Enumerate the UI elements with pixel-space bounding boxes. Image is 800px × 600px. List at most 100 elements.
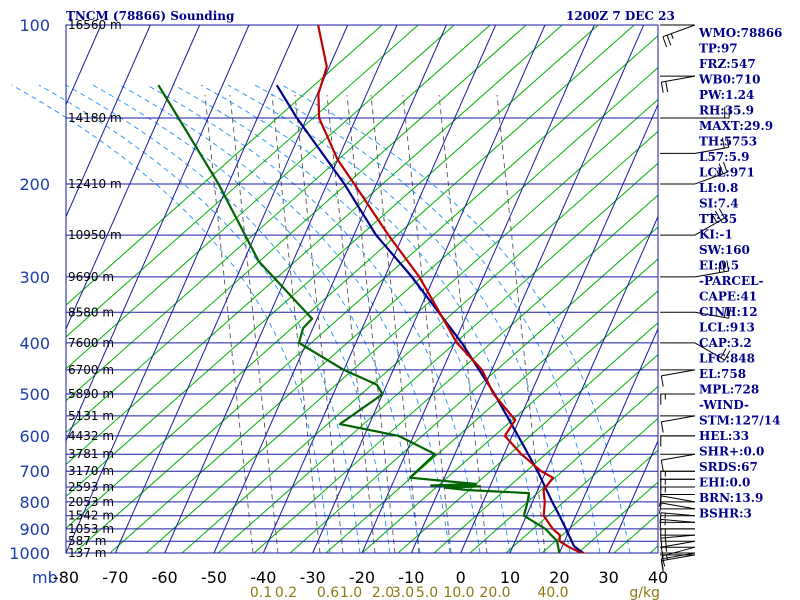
isotherm-line: [65, 24, 151, 217]
wind-barb-staff: [661, 495, 696, 503]
wind-barb-flag: [665, 81, 669, 93]
wind-barb: [660, 107, 730, 119]
dry-adiabat-line: [469, 386, 659, 554]
wind-barb-flag: [660, 558, 664, 570]
pressure-tick-label: 800: [19, 493, 50, 512]
wind-barb-staff: [661, 369, 696, 377]
mixing-ratio-line: [229, 94, 279, 554]
wind-barb: [660, 470, 695, 483]
isotherm-line: [410, 24, 645, 554]
wind-barb-flag: [721, 137, 725, 149]
wind-barb-flag: [659, 519, 662, 531]
isotherm-line: [361, 24, 595, 554]
mixing-ratio-line: [438, 94, 488, 554]
temperature-tick-label: 0: [456, 568, 466, 587]
mixing-ratio-label: 0.2: [275, 585, 297, 600]
pressure-tick-label: 1000: [9, 544, 50, 563]
wind-barb: [660, 208, 726, 236]
mixing-ratio-line: [271, 94, 321, 554]
wind-barb-staff: [661, 502, 696, 510]
dry-adiabat-line: [65, 24, 491, 402]
mixing-ratio-label: 0.1: [250, 585, 272, 600]
wind-barb-flag: [660, 421, 664, 433]
temperature-tick-label: -80: [53, 568, 79, 587]
wind-barb-flag: [660, 460, 664, 471]
dry-adiabats: [65, 24, 659, 554]
wind-barb-staff: [661, 554, 696, 562]
wind-barb-flag: [666, 34, 672, 46]
index-entry: CAPE:41: [699, 290, 757, 304]
dry-adiabat-line: [65, 24, 455, 370]
index-entry: BRN:13.9: [699, 491, 763, 505]
wind-barb: [660, 161, 728, 185]
pressure-tick-label: 600: [19, 427, 50, 446]
index-entry: PW:1.24: [699, 88, 754, 102]
dry-adiabat-line: [65, 24, 527, 433]
dry-adiabat-line: [613, 513, 659, 554]
wind-barb-flag: [726, 136, 730, 148]
wind-barb-flag: [662, 36, 668, 48]
wind-barb: [660, 453, 696, 471]
height-label: 137 m: [68, 546, 106, 560]
isotherm-line: [262, 24, 497, 554]
index-entry: LI:0.8: [699, 181, 738, 195]
wind-barb: [660, 534, 696, 549]
dry-adiabat-line: [649, 545, 659, 554]
pressure-unit-label: mb: [32, 568, 58, 587]
index-entry: TT:35: [699, 212, 737, 226]
mixing-ratio-unit: g/kg: [629, 585, 660, 600]
height-label: 12410 m: [68, 177, 122, 191]
mixing-ratio-line: [204, 94, 254, 554]
dry-adiabat-line: [65, 24, 563, 465]
wind-barb: [660, 369, 696, 387]
pressure-tick-label: 900: [19, 520, 50, 539]
index-entry: BSHR:3: [699, 507, 752, 521]
temperature-tick-label: -30: [300, 568, 326, 587]
wind-barb-flag: [722, 161, 728, 173]
index-entry: LCL:971: [699, 166, 755, 180]
wind-barb-flag: [718, 208, 726, 219]
mixing-ratio-line: [402, 94, 452, 554]
wind-barb-flag: [660, 82, 664, 93]
isotherm-line: [213, 24, 447, 554]
height-label: 587 m: [68, 534, 106, 548]
isotherm-line: [164, 24, 398, 554]
wind-barb-flag: [665, 554, 669, 561]
wind-barb-staff: [661, 453, 696, 461]
mixing-ratio-line: [294, 94, 344, 554]
wind-barb: [660, 435, 695, 447]
valid-time: 1200Z 7 DEC 23: [566, 9, 675, 23]
mixing-ratio-line: [326, 94, 376, 554]
index-entry: LCL:913: [699, 321, 755, 335]
index-entry: TP:97: [699, 42, 738, 56]
index-entry: TH:5753: [699, 135, 757, 149]
moist-adiabat-line: [227, 84, 571, 554]
wind-barb: [660, 486, 695, 498]
index-entry: L57:5.9: [699, 150, 749, 164]
pressure-tick-label: 100: [19, 16, 50, 35]
wind-barb-flag: [724, 350, 731, 361]
height-label: 1053 m: [68, 522, 114, 536]
dry-adiabat-line: [65, 24, 419, 338]
moist-adiabat-line: [119, 84, 451, 554]
wind-barb-staff: [694, 311, 729, 319]
sounding-profiles: [157, 25, 588, 553]
temperature-tick-label: 40: [648, 568, 668, 587]
wind-barb-staff: [694, 270, 729, 278]
wind-barb: [660, 75, 696, 93]
temperature-tick-label: -40: [250, 568, 276, 587]
dry-adiabat-line: [181, 131, 659, 554]
index-entry: WMO:78866: [698, 26, 782, 40]
index-entry: EHI:0.0: [699, 476, 750, 490]
dry-adiabat-line: [325, 258, 659, 554]
height-label: 14180 m: [68, 111, 122, 125]
mixing-ratio-label: 2.0: [372, 585, 394, 600]
dewpoint-profile-line: [157, 84, 561, 553]
wind-barb-staff: [660, 512, 696, 517]
moist-adiabat-line: [200, 84, 541, 554]
height-label: 5131 m: [68, 409, 114, 423]
height-label: 7600 m: [68, 336, 114, 350]
